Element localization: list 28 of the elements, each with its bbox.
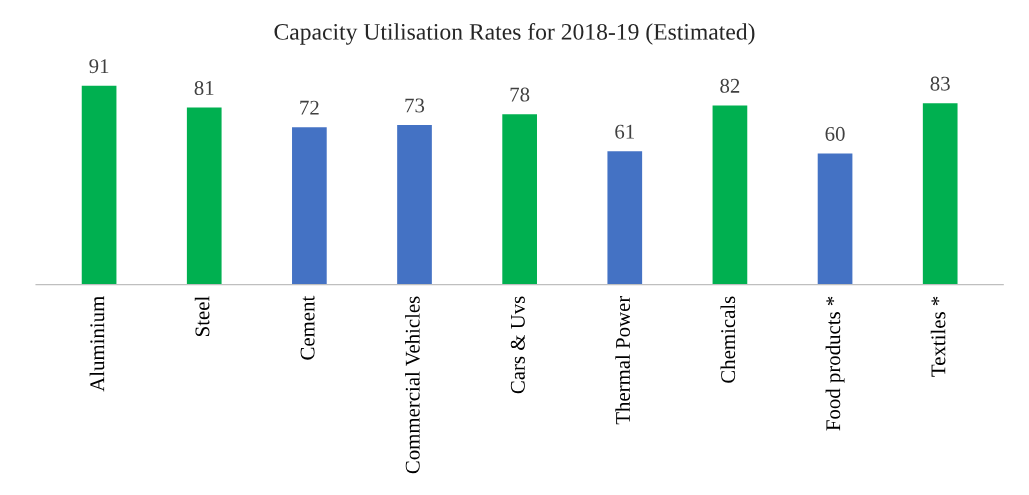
- data-label: 82: [720, 78, 740, 93]
- bar: [397, 125, 432, 285]
- data-label: 81: [194, 80, 214, 96]
- bar: [292, 127, 327, 285]
- x-tick-label: Cars & Uvs: [510, 296, 525, 394]
- x-tick-label: Textiles *: [930, 296, 946, 377]
- x-tick-label: Aluminium: [89, 296, 105, 392]
- x-tick-label: Cement: [300, 295, 315, 360]
- bar: [502, 114, 537, 285]
- bar: [922, 103, 958, 285]
- bar: [186, 107, 222, 285]
- x-tick-label: Food products *: [825, 296, 845, 431]
- bar: [607, 151, 643, 285]
- x-tick-label: Chemicals: [720, 296, 736, 383]
- data-label: 91: [89, 59, 109, 74]
- x-tick-label: Thermal Power: [615, 295, 630, 425]
- bar: [712, 105, 748, 285]
- x-tick-label: Steel: [194, 296, 210, 336]
- data-label: 73: [405, 98, 425, 113]
- data-label: 78: [510, 87, 530, 102]
- data-label: 61: [615, 124, 634, 139]
- bar: [81, 85, 117, 285]
- chart-title: Capacity Utilisation Rates for 2018-19 (Estimated): [274, 22, 755, 45]
- data-label: 72: [300, 100, 319, 115]
- x-tick-label: Commercial Vehicles: [405, 296, 420, 474]
- bar: [817, 153, 853, 285]
- data-label: 83: [930, 76, 950, 91]
- data-label: 60: [825, 126, 845, 141]
